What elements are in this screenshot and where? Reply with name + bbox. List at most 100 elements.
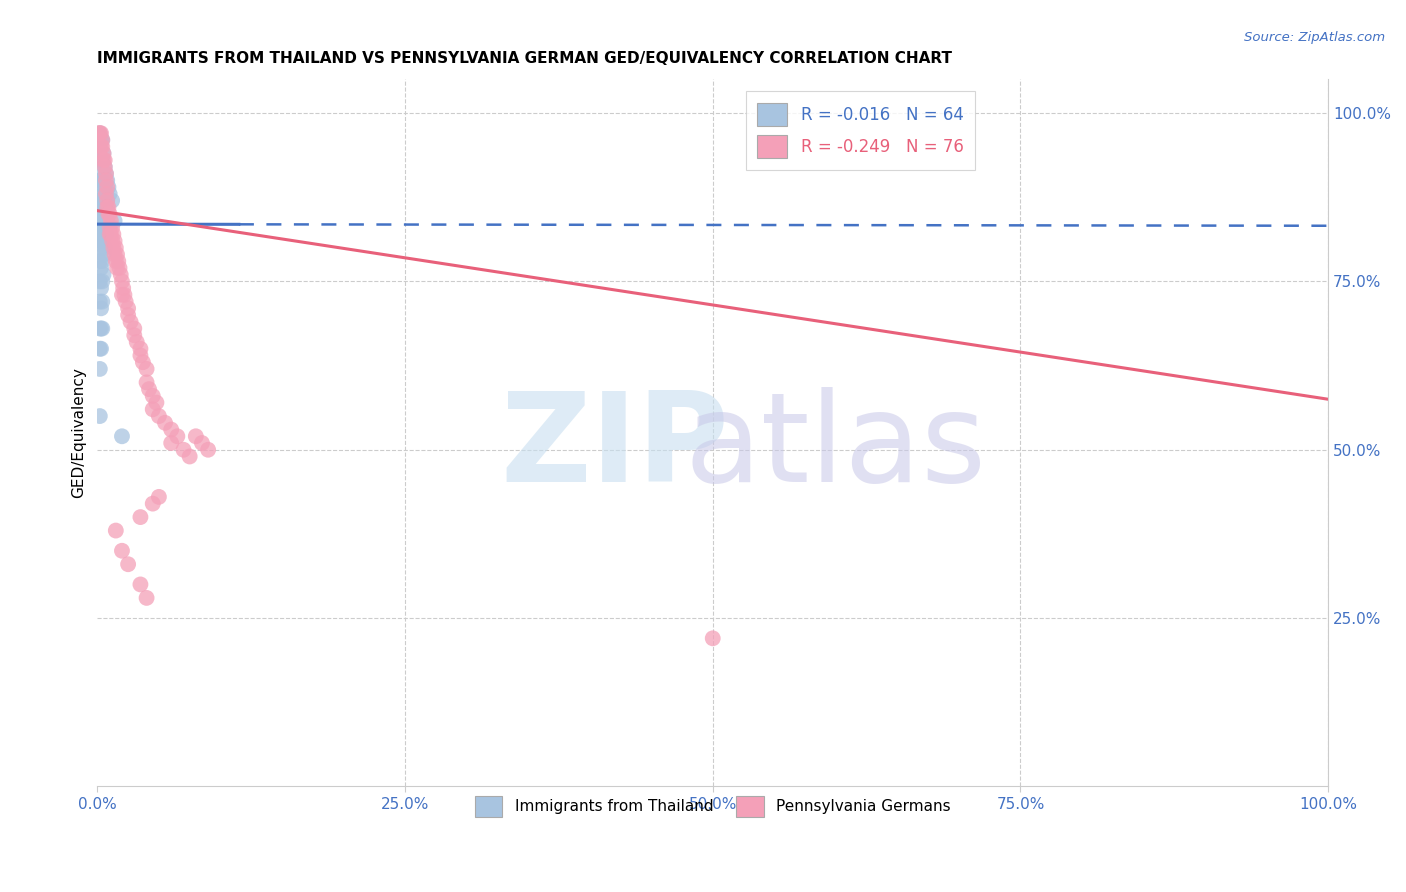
- Point: [142, 402, 165, 417]
- Point: [97, 180, 120, 194]
- Point: [142, 497, 165, 511]
- Point: [93, 200, 115, 214]
- Point: [148, 490, 170, 504]
- Point: [87, 186, 110, 201]
- Point: [125, 334, 148, 349]
- Point: [94, 167, 117, 181]
- Point: [100, 227, 122, 242]
- Legend: Immigrants from Thailand, Pennsylvania Germans: Immigrants from Thailand, Pennsylvania G…: [467, 788, 959, 825]
- Point: [191, 436, 214, 450]
- Point: [93, 153, 115, 168]
- Point: [107, 254, 129, 268]
- Point: [90, 173, 112, 187]
- Point: [91, 194, 114, 208]
- Point: [91, 234, 114, 248]
- Point: [702, 632, 724, 646]
- Point: [93, 160, 115, 174]
- Point: [145, 395, 167, 409]
- Point: [120, 315, 142, 329]
- Point: [89, 139, 111, 153]
- Point: [97, 200, 120, 214]
- Point: [87, 126, 110, 140]
- Point: [96, 200, 118, 214]
- Point: [93, 186, 115, 201]
- Point: [89, 409, 111, 423]
- Point: [91, 214, 114, 228]
- Point: [104, 524, 127, 538]
- Point: [93, 268, 115, 282]
- Point: [135, 362, 157, 376]
- Point: [142, 389, 165, 403]
- Point: [129, 510, 152, 524]
- Point: [103, 247, 125, 261]
- Point: [89, 126, 111, 140]
- Point: [114, 294, 136, 309]
- Point: [104, 254, 127, 268]
- Point: [98, 220, 121, 235]
- Point: [91, 173, 114, 187]
- Point: [90, 207, 112, 221]
- Point: [103, 241, 125, 255]
- Point: [124, 321, 146, 335]
- Point: [124, 328, 146, 343]
- Point: [160, 436, 183, 450]
- Point: [111, 429, 134, 443]
- Point: [90, 194, 112, 208]
- Text: atlas: atlas: [685, 386, 987, 508]
- Point: [93, 241, 115, 255]
- Point: [89, 234, 111, 248]
- Point: [98, 227, 121, 242]
- Point: [138, 382, 160, 396]
- Point: [89, 294, 111, 309]
- Point: [93, 227, 115, 242]
- Point: [90, 281, 112, 295]
- Point: [173, 442, 195, 457]
- Point: [101, 194, 124, 208]
- Point: [117, 308, 139, 322]
- Point: [89, 342, 111, 356]
- Point: [184, 429, 207, 443]
- Point: [89, 254, 111, 268]
- Point: [89, 214, 111, 228]
- Point: [108, 260, 131, 275]
- Point: [105, 260, 128, 275]
- Point: [87, 227, 110, 242]
- Point: [166, 429, 188, 443]
- Point: [87, 214, 110, 228]
- Point: [110, 268, 132, 282]
- Point: [129, 349, 152, 363]
- Point: [111, 288, 134, 302]
- Point: [89, 153, 111, 168]
- Point: [91, 321, 114, 335]
- Point: [103, 227, 125, 242]
- Point: [90, 321, 112, 335]
- Point: [93, 160, 115, 174]
- Point: [93, 153, 115, 168]
- Point: [129, 342, 152, 356]
- Point: [93, 146, 115, 161]
- Point: [179, 450, 201, 464]
- Point: [91, 153, 114, 168]
- Point: [93, 207, 115, 221]
- Point: [105, 247, 128, 261]
- Point: [90, 153, 112, 168]
- Text: ZIP: ZIP: [501, 386, 728, 508]
- Point: [94, 186, 117, 201]
- Point: [97, 207, 120, 221]
- Point: [93, 180, 115, 194]
- Point: [96, 194, 118, 208]
- Point: [90, 139, 112, 153]
- Point: [117, 301, 139, 316]
- Point: [91, 294, 114, 309]
- Point: [89, 274, 111, 288]
- Point: [148, 409, 170, 423]
- Point: [89, 321, 111, 335]
- Point: [87, 200, 110, 214]
- Point: [91, 139, 114, 153]
- Point: [129, 577, 152, 591]
- Point: [89, 362, 111, 376]
- Point: [91, 254, 114, 268]
- Point: [135, 376, 157, 390]
- Point: [93, 167, 115, 181]
- Point: [94, 207, 117, 221]
